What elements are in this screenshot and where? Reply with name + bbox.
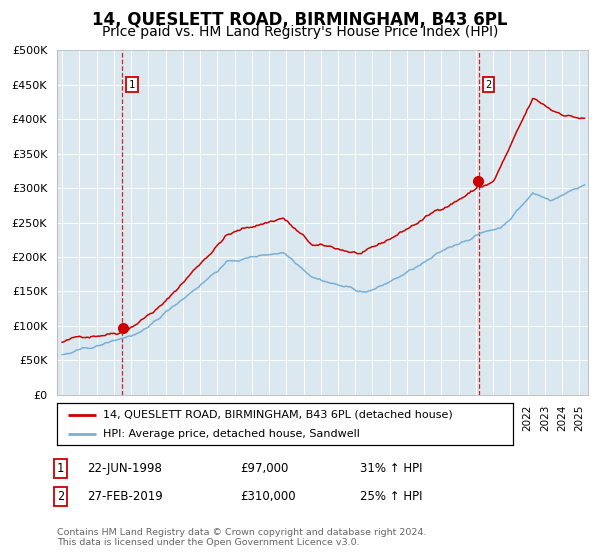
Text: HPI: Average price, detached house, Sandwell: HPI: Average price, detached house, Sand… xyxy=(103,429,359,439)
Text: 14, QUESLETT ROAD, BIRMINGHAM, B43 6PL: 14, QUESLETT ROAD, BIRMINGHAM, B43 6PL xyxy=(92,11,508,29)
Text: 1: 1 xyxy=(57,462,64,475)
Text: Contains HM Land Registry data © Crown copyright and database right 2024.
This d: Contains HM Land Registry data © Crown c… xyxy=(57,528,427,547)
Text: 31% ↑ HPI: 31% ↑ HPI xyxy=(360,462,422,475)
Text: 27-FEB-2019: 27-FEB-2019 xyxy=(87,490,163,503)
Text: 25% ↑ HPI: 25% ↑ HPI xyxy=(360,490,422,503)
Text: 1: 1 xyxy=(129,80,135,90)
Text: 22-JUN-1998: 22-JUN-1998 xyxy=(87,462,162,475)
Text: 2: 2 xyxy=(57,490,64,503)
Text: Price paid vs. HM Land Registry's House Price Index (HPI): Price paid vs. HM Land Registry's House … xyxy=(102,25,498,39)
Text: 2: 2 xyxy=(485,80,491,90)
Text: £97,000: £97,000 xyxy=(240,462,289,475)
Text: 14, QUESLETT ROAD, BIRMINGHAM, B43 6PL (detached house): 14, QUESLETT ROAD, BIRMINGHAM, B43 6PL (… xyxy=(103,409,452,419)
Text: £310,000: £310,000 xyxy=(240,490,296,503)
